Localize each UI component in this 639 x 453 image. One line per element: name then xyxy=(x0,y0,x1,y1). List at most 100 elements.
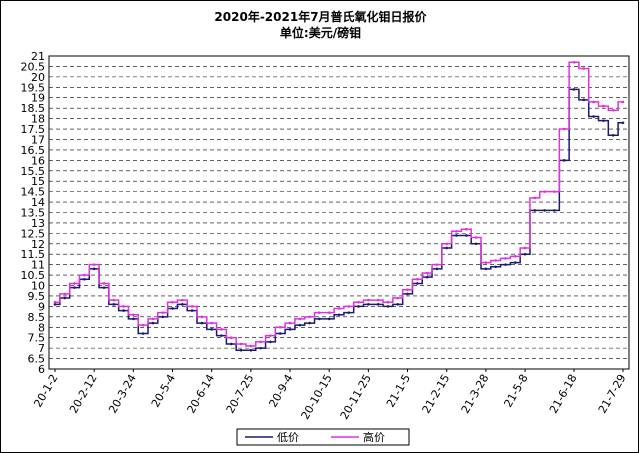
grid-lines xyxy=(48,55,630,370)
y-tick-label: 6 xyxy=(38,363,45,376)
data-point xyxy=(416,277,419,281)
data-point xyxy=(83,277,86,281)
y-tick-label: 6.5 xyxy=(28,353,46,366)
y-tick-label: 10 xyxy=(31,280,45,293)
data-point xyxy=(425,275,429,279)
data-point xyxy=(474,236,478,239)
data-point xyxy=(416,282,419,285)
data-point xyxy=(308,315,311,319)
data-point xyxy=(259,340,262,344)
data-point xyxy=(523,252,527,256)
data-point xyxy=(269,334,272,337)
y-tick-label: 8.5 xyxy=(28,311,46,324)
data-point xyxy=(611,133,615,137)
data-point xyxy=(308,321,311,325)
y-tick-label: 7.5 xyxy=(28,332,46,345)
data-point xyxy=(171,300,174,304)
data-point xyxy=(592,115,595,118)
data-point xyxy=(122,305,125,308)
y-tick-label: 17 xyxy=(31,133,45,146)
data-point xyxy=(249,348,253,352)
data-point xyxy=(63,296,67,300)
data-point xyxy=(151,317,155,321)
data-point xyxy=(494,265,497,269)
x-tick-label: 21-7-29 xyxy=(596,372,629,416)
x-tick-label: 20-7-25 xyxy=(224,372,257,416)
data-point xyxy=(455,234,458,237)
data-point xyxy=(592,100,595,104)
legend-label: 低价 xyxy=(277,431,299,444)
data-point xyxy=(562,159,566,162)
data-point xyxy=(347,305,351,308)
data-point xyxy=(161,315,165,319)
x-tick-label: 20-2-12 xyxy=(67,372,100,416)
data-point xyxy=(357,300,360,304)
data-point xyxy=(621,100,625,104)
data-point xyxy=(396,303,400,306)
data-point xyxy=(210,321,213,325)
data-point xyxy=(435,263,439,266)
data-point xyxy=(83,273,86,277)
y-tick-label: 12 xyxy=(31,238,45,251)
data-point xyxy=(406,288,409,292)
y-tick-label: 13 xyxy=(31,217,45,230)
data-point xyxy=(132,313,135,317)
data-point xyxy=(327,317,331,321)
y-tick-label: 19.5 xyxy=(21,81,46,94)
data-point xyxy=(572,88,576,91)
data-point xyxy=(602,104,605,108)
y-tick-label: 10.5 xyxy=(21,269,46,282)
data-point xyxy=(132,317,135,321)
data-point xyxy=(533,196,537,200)
data-point xyxy=(504,257,507,260)
data-point xyxy=(367,303,370,306)
data-point xyxy=(298,323,302,327)
data-point xyxy=(141,323,145,327)
series-line-0 xyxy=(55,88,623,351)
y-tick-label: 20.5 xyxy=(21,60,46,73)
data-point xyxy=(582,67,586,70)
y-tick-label: 19 xyxy=(31,92,45,105)
y-tick-label: 8 xyxy=(38,321,45,334)
x-tick-label: 20-11-25 xyxy=(338,372,374,422)
x-tick-label: 20-10-15 xyxy=(299,372,335,422)
data-point xyxy=(210,328,213,331)
x-tick-label: 21-5-8 xyxy=(501,372,530,410)
data-point xyxy=(621,121,625,125)
x-tick-label: 20-5-4 xyxy=(149,372,178,410)
x-tick-label: 20-9-4 xyxy=(266,372,295,410)
y-tick-label: 15 xyxy=(31,175,45,188)
data-point xyxy=(386,305,390,308)
y-tick-label: 21 xyxy=(31,50,45,63)
data-point xyxy=(220,334,223,337)
data-point xyxy=(92,267,96,271)
x-tick-label: 21-3-28 xyxy=(459,372,492,416)
data-point xyxy=(543,209,546,212)
y-tick-label: 11.5 xyxy=(21,248,46,261)
y-tick-label: 16 xyxy=(31,154,45,167)
data-point xyxy=(200,321,204,325)
data-point xyxy=(200,315,204,319)
data-point xyxy=(602,119,605,122)
data-point xyxy=(425,271,429,275)
y-tick-label: 7 xyxy=(38,342,45,355)
y-tick-labels: 2120.52019.51918.51817.51716.51615.51514… xyxy=(21,50,46,376)
legend-box xyxy=(236,428,410,446)
series-line-1 xyxy=(55,61,623,347)
data-point xyxy=(562,127,566,131)
data-point xyxy=(141,332,145,335)
data-point xyxy=(181,303,184,306)
data-point xyxy=(269,340,272,344)
data-point xyxy=(73,286,76,289)
y-tick-label: 12.5 xyxy=(21,227,46,240)
data-point xyxy=(494,259,497,262)
data-point xyxy=(288,328,292,331)
data-point xyxy=(435,267,439,271)
y-tick-label: 9.5 xyxy=(28,290,46,303)
y-tick-label: 18 xyxy=(31,113,45,126)
x-tick-label: 21-6-18 xyxy=(547,372,580,416)
data-point xyxy=(337,307,341,310)
y-tick-label: 14.5 xyxy=(21,186,46,199)
